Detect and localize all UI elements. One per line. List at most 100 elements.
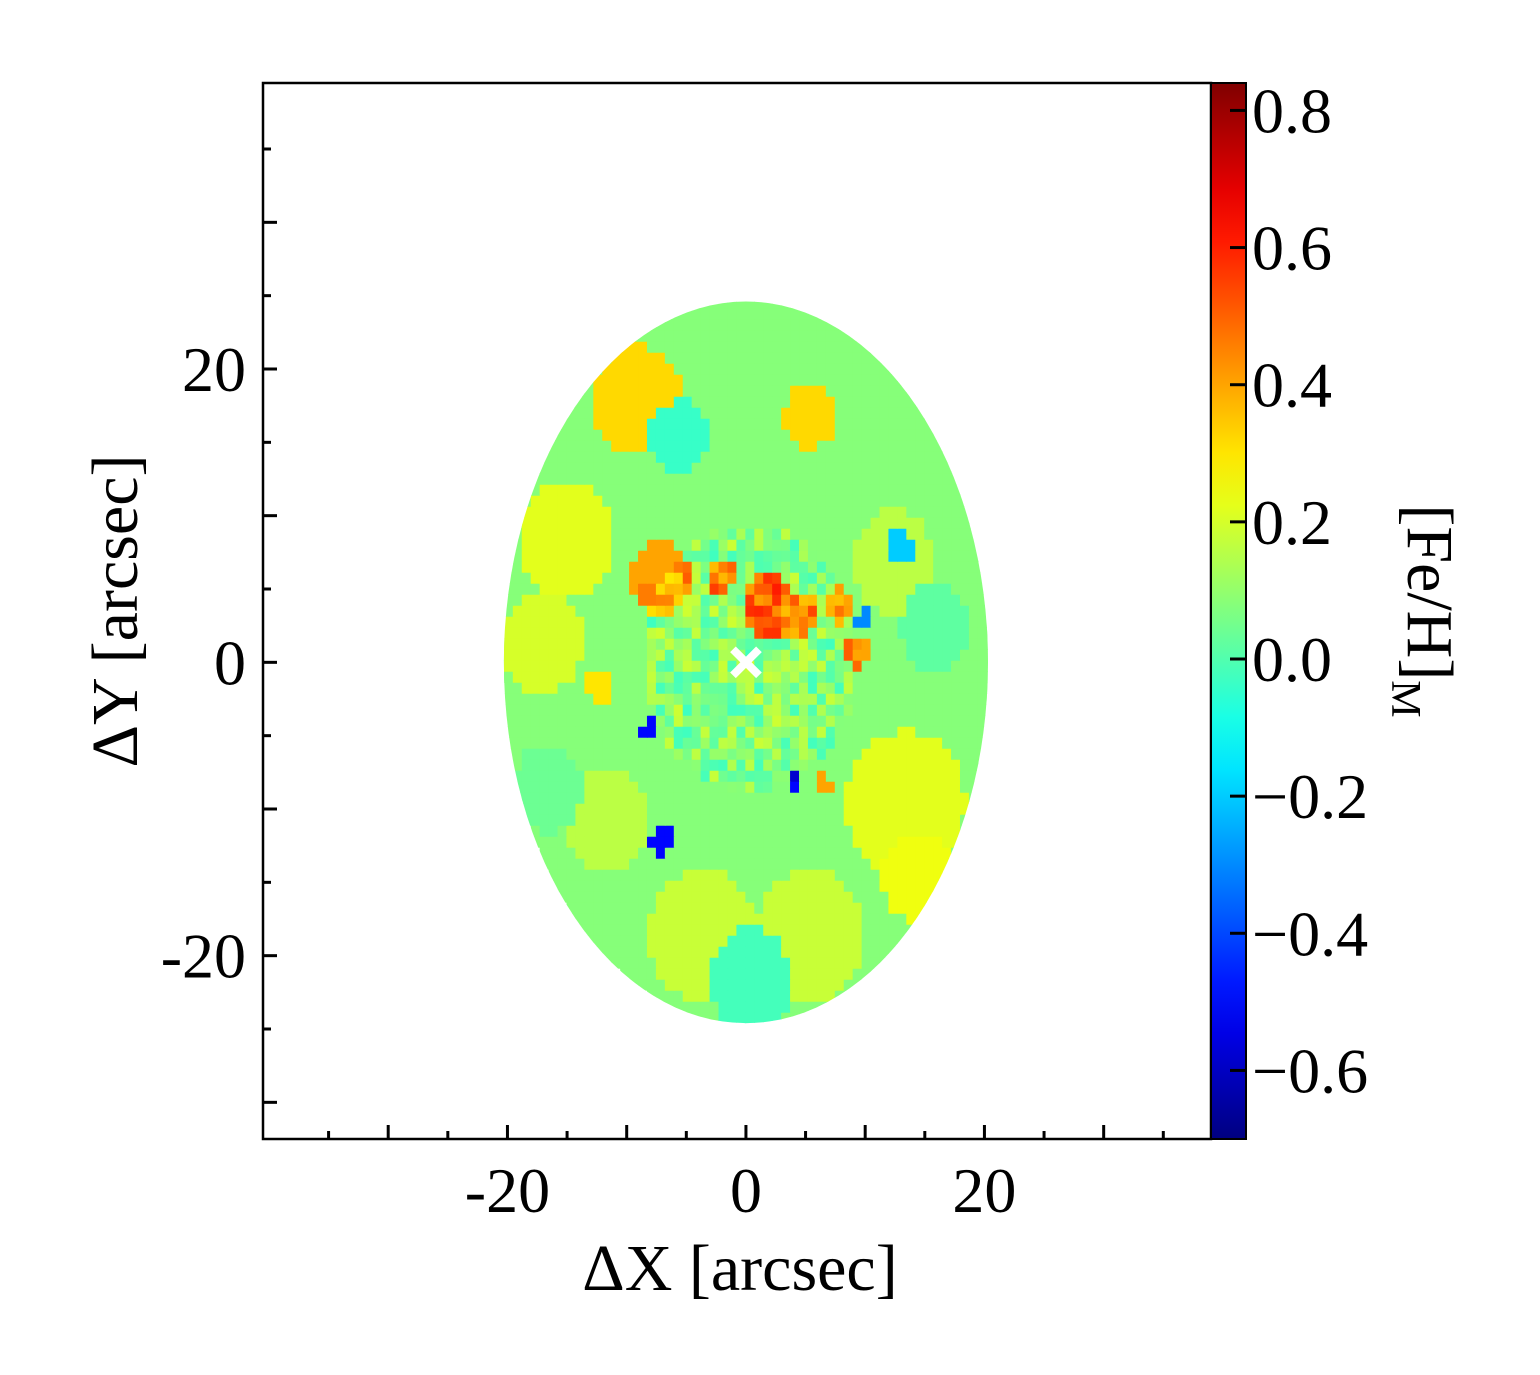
map-cell-1460 [718,660,729,672]
map-cell-1578 [754,638,764,650]
map-cell-1208 [968,715,979,727]
map-cell-616 [870,836,881,848]
map-cell-1253 [879,704,890,716]
map-cell-1283 [655,693,666,705]
map-cell-1310 [897,693,907,705]
map-cell-2657 [682,407,693,419]
map-cell-2651 [629,407,639,419]
map-cell-732 [566,803,577,815]
map-cell-2658 [691,407,702,419]
map-cell-783 [557,792,568,804]
map-cell-2296 [843,495,854,507]
map-cell-2365 [557,473,568,485]
map-cell-2848 [673,352,684,364]
map-cell-485 [557,858,568,870]
map-cell-2381 [700,473,711,485]
map-cell-473 [861,869,872,881]
map-cell-2452 [897,462,907,474]
map-cell-2330 [691,484,702,496]
map-cell-2052 [539,539,550,551]
map-cell-2472 [646,451,657,463]
map-cell-955 [673,759,684,771]
map-cell-628 [539,825,550,837]
map-cell-940 [539,759,550,771]
map-cell-2351 [879,484,890,496]
map-cell-1896 [611,572,621,584]
map-cell-2636 [888,418,898,430]
map-cell-2034 [861,550,872,562]
map-cell-1686 [709,616,720,628]
map-cell-1473 [834,660,845,672]
map-cell-1499 [557,649,568,661]
map-cell-554 [754,847,764,859]
map-cell-2118 [655,528,666,540]
map-cell-962 [736,759,746,771]
map-cell-967 [781,759,791,771]
map-cell-1014 [709,748,720,760]
map-cell-746 [691,803,702,815]
map-cell-1701 [843,616,854,628]
map-cell-2445 [834,462,845,474]
map-cell-2846 [655,352,666,364]
map-cell-481 [933,869,943,881]
map-cell-2056 [575,539,585,551]
map-cell-1881 [968,583,979,595]
map-cell-264 [888,924,898,936]
map-cell-1233 [700,704,711,716]
map-cell-382 [843,891,854,903]
map-cell-741 [646,803,657,815]
map-cell-945 [584,759,594,771]
map-cell-2582 [799,429,809,441]
map-cell-1563 [620,638,630,650]
map-cell-2698 [673,396,684,408]
map-cell-711 [834,814,845,826]
map-cell-2624 [781,418,791,430]
map-cell-2527 [718,440,729,452]
map-cell-2989 [718,301,729,309]
map-cell-1037 [915,748,925,760]
map-cell-159 [611,946,621,958]
map-cell-259 [843,924,854,936]
map-cell-2446 [843,462,854,474]
map-cell-631 [566,825,577,837]
map-cell-489 [593,858,603,870]
map-cell-2300 [879,495,890,507]
map-cell-2821 [745,363,755,375]
map-cell-1591 [870,638,881,650]
map-cell-339 [834,902,845,914]
map-cell-1388 [584,671,594,683]
map-cell-498 [673,858,684,870]
map-cell-986 [951,759,961,771]
map-cell-1238 [745,704,755,716]
map-cell-1532 [852,649,863,661]
map-cell-315 [620,902,630,914]
map-cell-2944 [727,319,738,331]
map-cell-1145 [897,726,907,738]
map-cell-1602 [968,638,979,650]
map-cell-1780 [557,594,568,606]
map-cell-2792 [816,374,827,386]
map-cell-2277 [673,495,684,507]
map-cell-526 [924,858,934,870]
map-cell-2587 [843,429,854,441]
map-cell-2243 [834,506,845,518]
map-cell-954 [664,759,675,771]
colorbar [1210,82,1247,1140]
map-cell-817 [861,792,872,804]
map-cell-2332 [709,484,720,496]
map-cell-1760 [870,605,881,617]
map-cell-279 [664,913,675,925]
map-cell-2382 [709,473,720,485]
map-cell-2950 [781,319,791,331]
map-cell-1042 [959,748,970,760]
map-cell-313 [602,902,612,914]
map-cell-2205 [959,517,970,529]
map-cell-1262 [959,704,970,716]
map-cell-2403 [897,473,907,485]
map-cell-2579 [772,429,782,441]
map-cell-1053 [566,737,577,749]
map-cell-2091 [888,539,898,551]
map-cell-2250 [897,506,907,518]
map-cell-2532 [763,440,773,452]
map-cell-1770 [959,605,970,617]
